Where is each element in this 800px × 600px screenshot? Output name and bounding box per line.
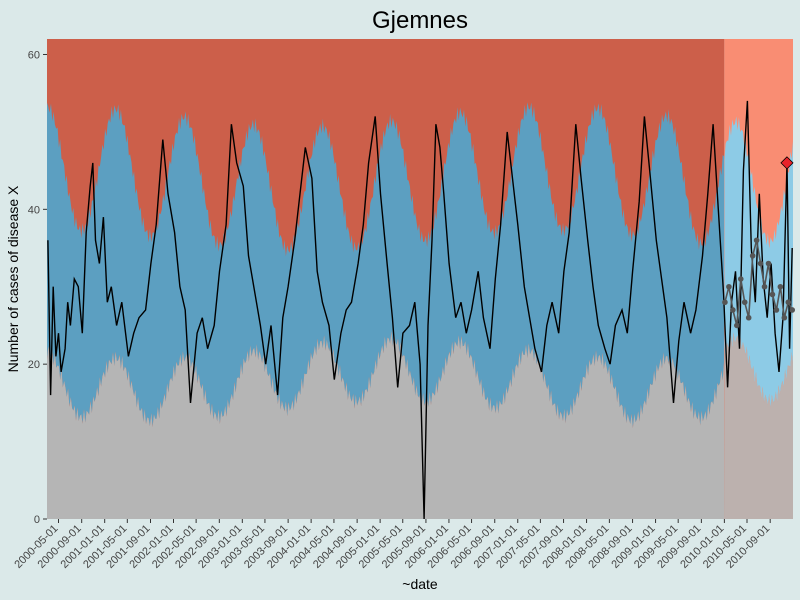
forecast-point xyxy=(741,299,748,306)
forecast-point xyxy=(722,299,728,306)
forecast-point xyxy=(789,307,796,313)
zone-low xyxy=(47,331,725,519)
x-axis-title: ~date xyxy=(402,576,438,592)
y-axis-title: Number of cases of disease X xyxy=(5,185,21,372)
forecast-point xyxy=(726,283,732,290)
zone-low-forecast xyxy=(724,332,793,519)
y-tick-label: 20 xyxy=(28,359,40,371)
y-tick-label: 40 xyxy=(28,204,40,216)
forecast-point xyxy=(737,276,744,282)
forecast-point xyxy=(749,252,756,259)
forecast-point xyxy=(785,299,792,306)
forecast-point xyxy=(781,314,788,321)
observed-series-line xyxy=(47,100,793,520)
forecast-point xyxy=(730,307,736,313)
forecast-point xyxy=(757,260,764,267)
forecast-point xyxy=(765,260,772,267)
forecast-point xyxy=(773,307,780,313)
y-tick-label: 60 xyxy=(28,49,40,61)
plot-area xyxy=(47,39,796,520)
forecast-point xyxy=(745,314,752,321)
forecast-point xyxy=(761,283,768,290)
chart-title: Gjemnes xyxy=(372,7,468,34)
forecast-point xyxy=(753,237,760,244)
forecast-point xyxy=(769,291,776,298)
forecast-point xyxy=(734,322,740,329)
zone-normal xyxy=(47,102,724,429)
y-tick-label: 0 xyxy=(34,514,40,526)
forecast-point xyxy=(777,283,784,290)
alert-marker xyxy=(780,156,794,170)
axes: 02040602000-05-012000-09-012001-01-01200… xyxy=(12,49,772,570)
